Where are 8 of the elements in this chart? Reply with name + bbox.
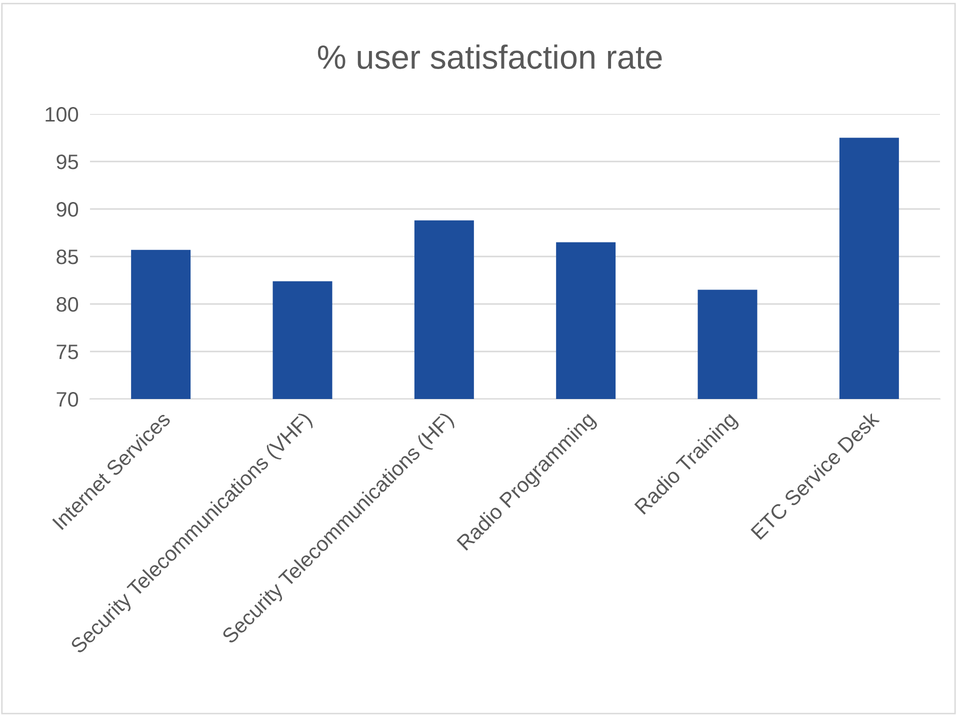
y-tick-label: 100 (46, 107, 78, 122)
y-tick-label: 80 (56, 297, 78, 312)
y-tick-label: 85 (56, 250, 78, 264)
y-tick-label: 90 (56, 202, 78, 217)
y-tick-label: 95 (56, 154, 78, 170)
chart-title: % user satisfaction rate (318, 44, 662, 69)
y-tick-label: 70 (56, 392, 78, 407)
y-tick-label: 75 (56, 344, 78, 360)
